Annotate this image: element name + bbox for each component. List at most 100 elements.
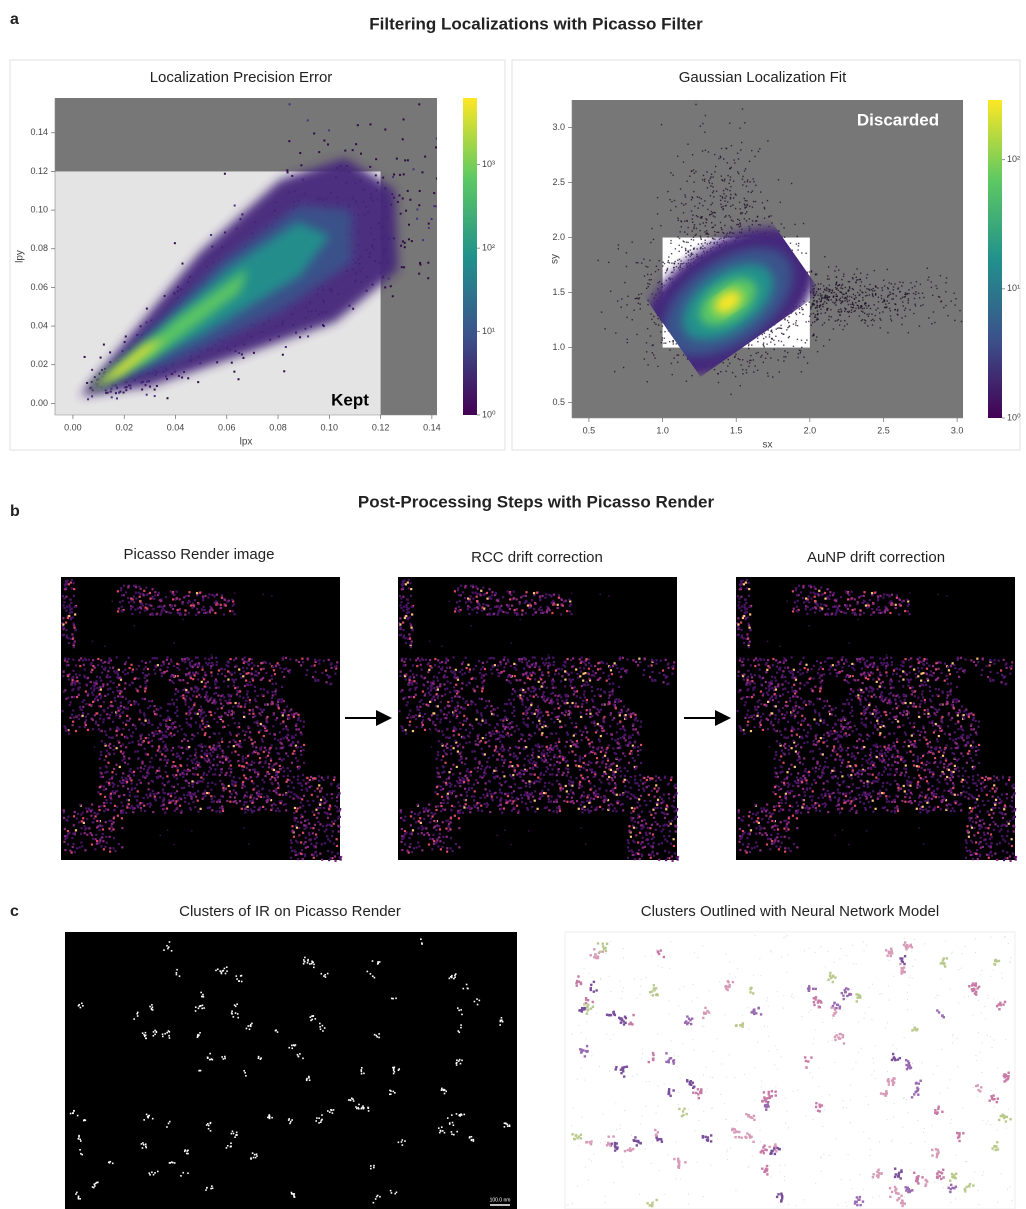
speckle bbox=[203, 757, 205, 759]
speckle bbox=[174, 604, 176, 606]
density-dot bbox=[827, 278, 828, 279]
speckle bbox=[102, 683, 104, 685]
density-dot bbox=[860, 290, 861, 291]
speckle bbox=[159, 758, 161, 760]
density-dot bbox=[844, 311, 845, 312]
density-dot bbox=[702, 205, 703, 206]
speckle bbox=[318, 829, 320, 831]
density-dot bbox=[733, 159, 734, 160]
density-dot bbox=[865, 305, 866, 306]
speckle bbox=[270, 759, 272, 761]
density-dot bbox=[801, 340, 802, 341]
density-dot bbox=[873, 320, 874, 321]
speckle bbox=[234, 672, 236, 674]
density-dot bbox=[854, 310, 855, 311]
density-dot bbox=[799, 308, 800, 309]
density-dot bbox=[763, 342, 764, 343]
density-dot bbox=[608, 262, 609, 263]
speckle bbox=[92, 641, 94, 643]
density-dot bbox=[862, 299, 863, 300]
speckle bbox=[291, 825, 293, 827]
speckle bbox=[90, 671, 92, 673]
density-dot bbox=[786, 329, 787, 330]
density-dot bbox=[671, 363, 672, 364]
image-title: AuNP drift correction bbox=[807, 549, 945, 566]
density-dot bbox=[879, 312, 880, 313]
density-dot bbox=[87, 398, 89, 400]
density-dot bbox=[862, 297, 863, 298]
speckle bbox=[185, 595, 187, 597]
density-dot bbox=[704, 242, 705, 243]
speckle bbox=[220, 771, 222, 773]
speckle bbox=[271, 783, 273, 785]
speckle bbox=[63, 597, 65, 599]
speckle bbox=[137, 740, 139, 742]
speckle bbox=[177, 675, 179, 677]
speckle bbox=[134, 750, 136, 752]
density-dot bbox=[815, 274, 816, 275]
speckle bbox=[75, 664, 77, 666]
speckle bbox=[251, 794, 253, 796]
speckle bbox=[307, 819, 309, 821]
speckle bbox=[147, 796, 149, 798]
density-dot bbox=[709, 214, 710, 215]
density-dot bbox=[740, 149, 741, 150]
density-dot bbox=[787, 327, 788, 328]
speckle bbox=[178, 746, 180, 748]
density-dot bbox=[646, 288, 647, 289]
density-dot bbox=[748, 348, 749, 349]
speckle bbox=[119, 601, 121, 603]
speckle bbox=[196, 594, 198, 596]
density-dot bbox=[674, 261, 675, 262]
speckle bbox=[273, 763, 275, 765]
density-dot bbox=[778, 359, 779, 360]
density-dot bbox=[707, 187, 708, 188]
speckle bbox=[117, 707, 119, 709]
y-axis-label: sy bbox=[550, 254, 561, 264]
density-dot bbox=[436, 177, 438, 179]
density-dot bbox=[694, 226, 695, 227]
speckle bbox=[213, 800, 215, 802]
speckle bbox=[277, 776, 279, 778]
density-dot bbox=[677, 362, 678, 363]
speckle bbox=[249, 658, 251, 660]
speckle bbox=[172, 598, 174, 600]
density-dot bbox=[806, 304, 807, 305]
speckle bbox=[168, 734, 170, 736]
density-dot bbox=[907, 293, 908, 294]
speckle bbox=[63, 601, 65, 603]
density-dot bbox=[720, 195, 721, 196]
speckle bbox=[256, 785, 258, 787]
density-dot bbox=[620, 307, 621, 308]
density-dot bbox=[360, 153, 362, 155]
density-dot bbox=[817, 319, 818, 320]
density-dot bbox=[939, 296, 940, 297]
density-dot bbox=[404, 242, 406, 244]
density-dot bbox=[285, 346, 287, 348]
speckle bbox=[129, 700, 131, 702]
speckle bbox=[206, 721, 208, 723]
speckle bbox=[166, 807, 168, 809]
density-dot bbox=[615, 332, 616, 333]
density-dot bbox=[675, 248, 676, 249]
density-dot bbox=[954, 293, 955, 294]
speckle bbox=[135, 598, 137, 600]
speckle bbox=[115, 747, 117, 749]
speckle bbox=[186, 722, 188, 724]
density-dot bbox=[844, 325, 845, 326]
density-dot bbox=[742, 373, 743, 374]
density-dot bbox=[428, 223, 430, 225]
speckle bbox=[170, 795, 172, 797]
density-dot bbox=[787, 320, 788, 321]
density-dot bbox=[770, 215, 771, 216]
speckle bbox=[109, 847, 111, 849]
speckle bbox=[158, 770, 160, 772]
density-dot bbox=[764, 333, 765, 334]
speckle bbox=[110, 701, 112, 703]
density-dot bbox=[829, 339, 830, 340]
density-dot bbox=[858, 295, 859, 296]
speckle bbox=[262, 594, 264, 596]
density-dot bbox=[411, 240, 413, 242]
density-dot bbox=[710, 204, 711, 205]
